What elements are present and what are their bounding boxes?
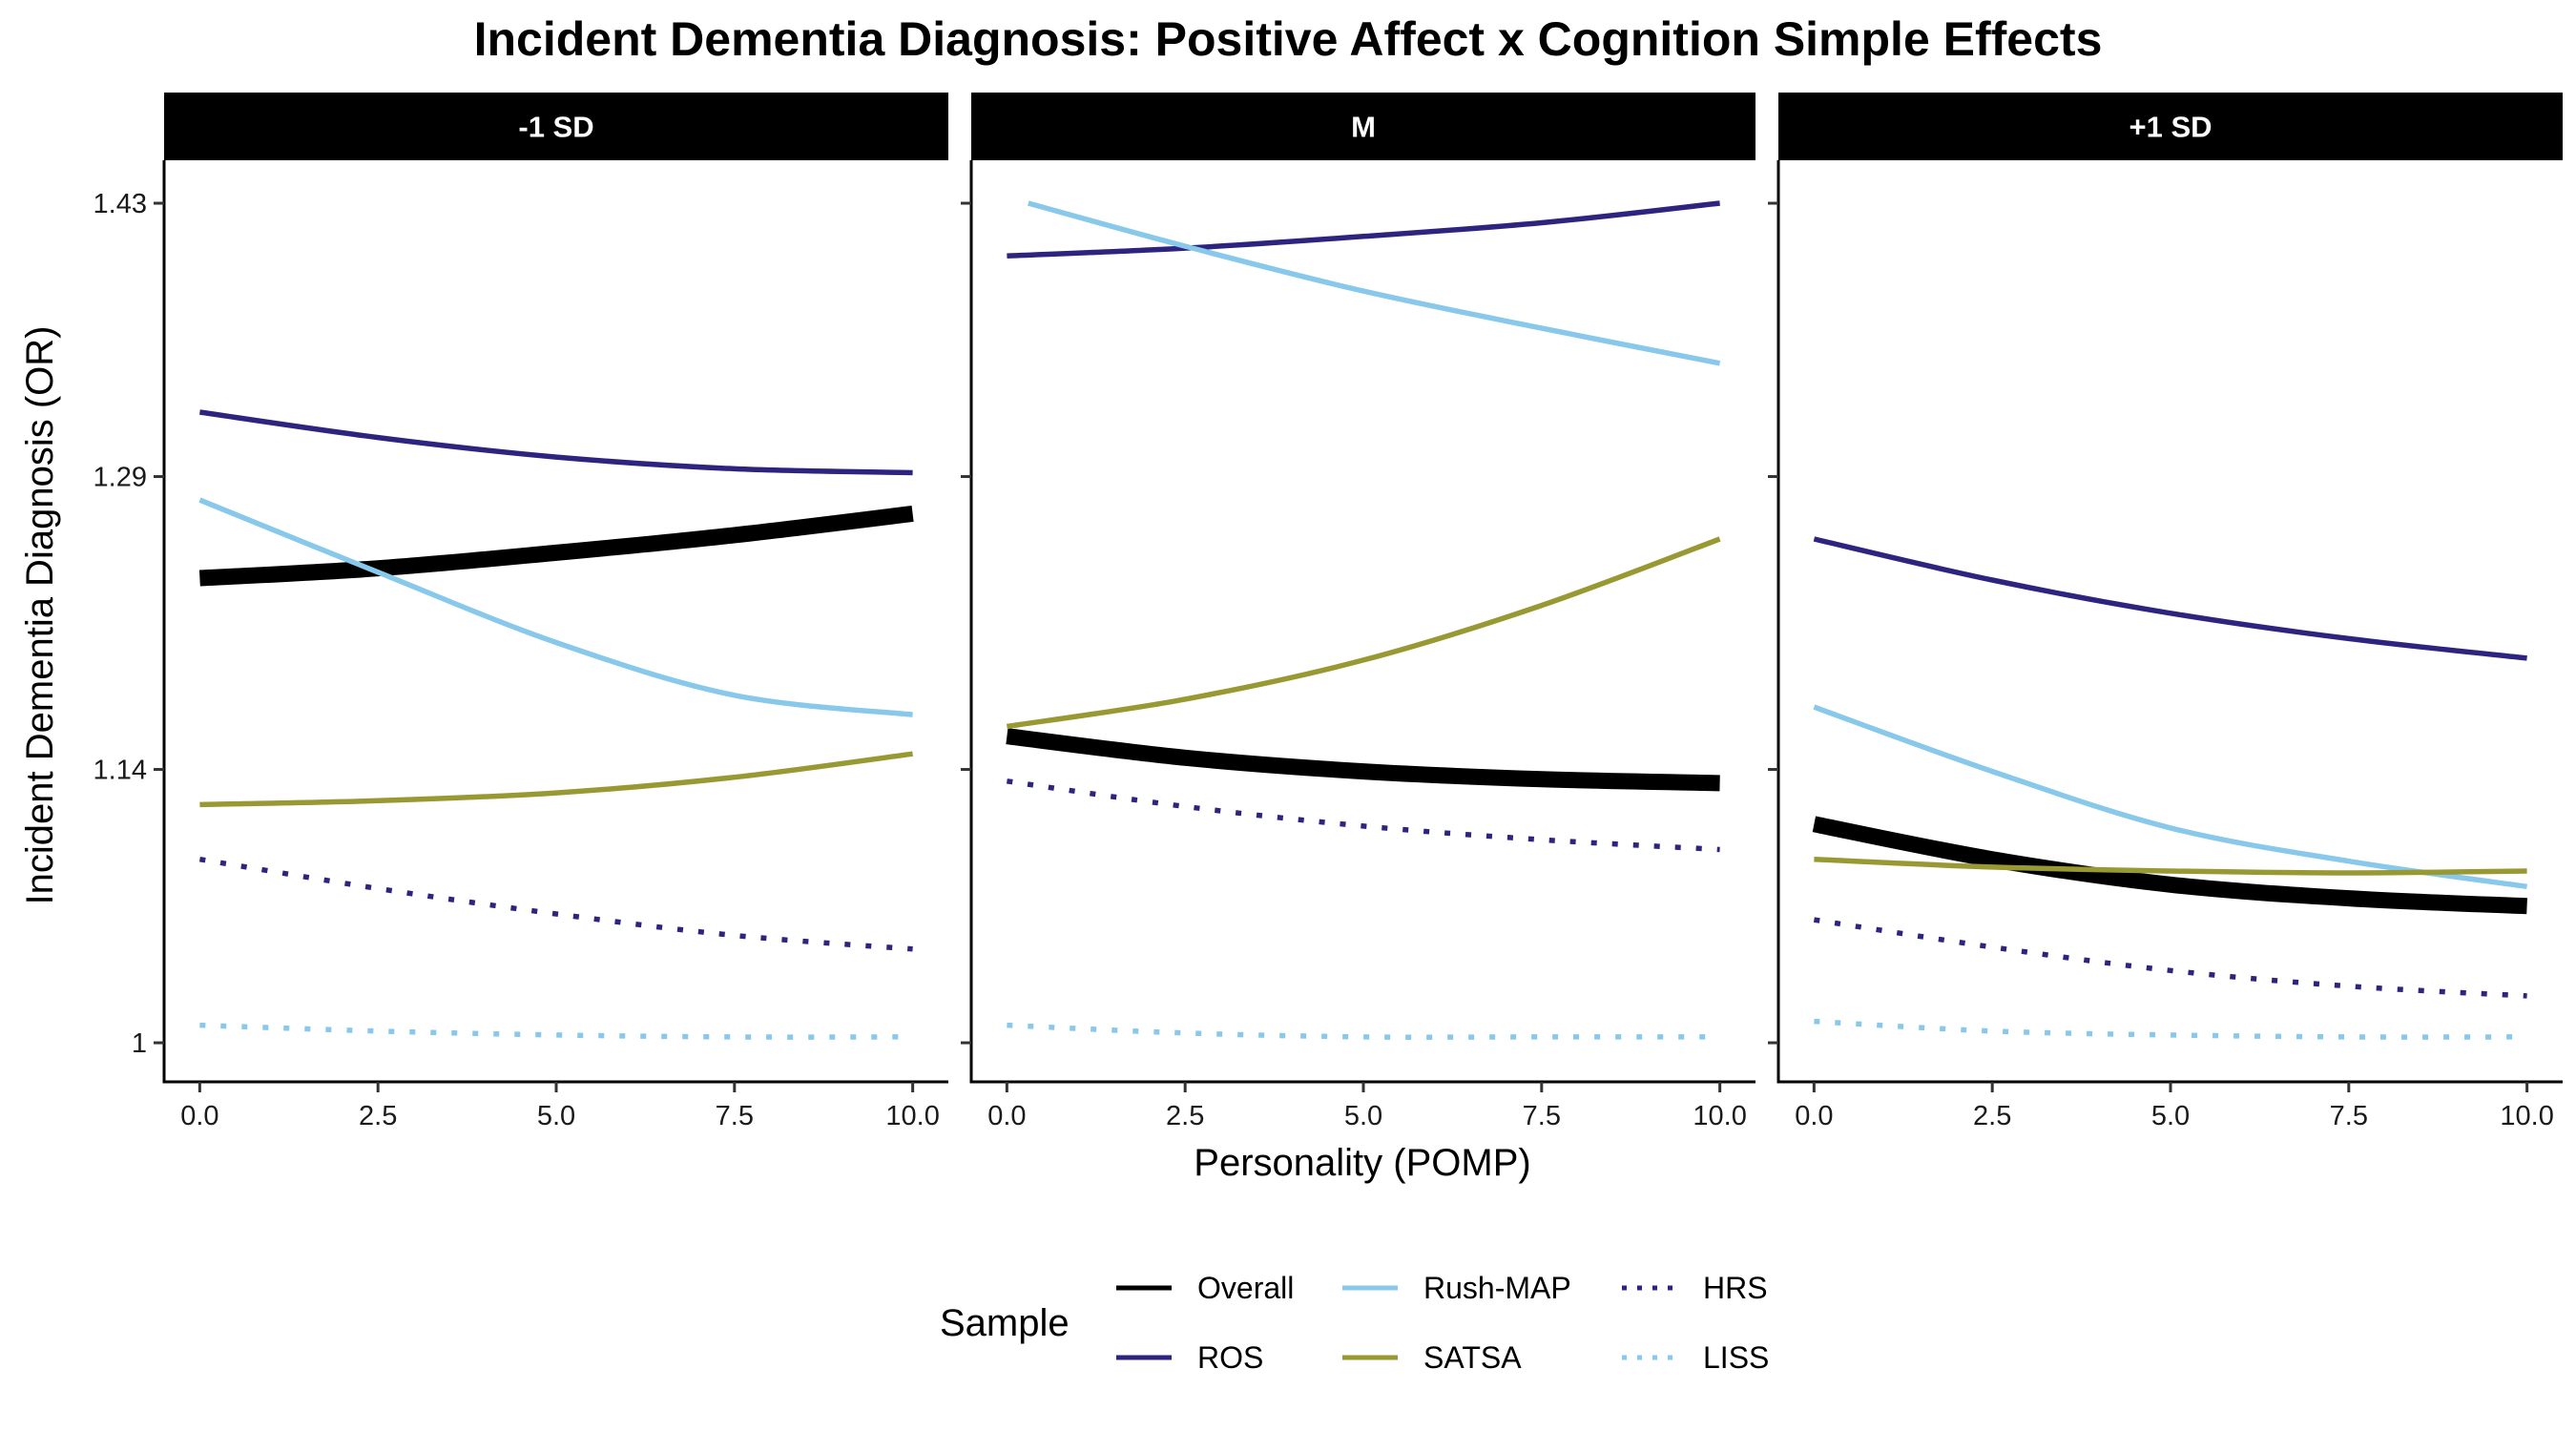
series-lines — [198, 409, 914, 1040]
x-axis-title: Personality (POMP) — [1194, 1142, 1530, 1184]
series-line-hrs — [1007, 778, 1720, 853]
x-tick-label: 10.0 — [1693, 1101, 1746, 1131]
series-line-satsa — [1006, 536, 1721, 730]
y-tick-label: 1 — [132, 1028, 147, 1059]
legend-label: HRS — [1703, 1271, 1768, 1305]
series-line-rush-map — [1028, 200, 1721, 366]
x-tick-label: 2.5 — [1166, 1101, 1204, 1131]
facet-strip-label: M — [1351, 111, 1376, 144]
x-tick-label: 7.5 — [2330, 1101, 2368, 1131]
facet-strip — [164, 93, 948, 160]
series-line-liss — [1814, 1018, 2527, 1040]
y-tick-label: 1.43 — [93, 189, 147, 219]
series-line-liss — [1007, 1022, 1720, 1040]
panel-1-sd: -1 SD 1 1.14 1.29 1.43 0.0 2.5 5.0 7.5 10.0 — [93, 93, 948, 1131]
series-line-ros — [1007, 200, 1720, 259]
series-line-hrs — [198, 856, 913, 952]
panel-1-sd: +1 SD 0.0 2.5 5.0 7.5 10.0 — [1768, 93, 2563, 1131]
legend-item-overall: Overall — [1116, 1271, 1294, 1305]
y-tick-label: 1.29 — [93, 463, 147, 493]
series-line-ros — [199, 409, 913, 476]
series-line-rush-map — [198, 497, 913, 717]
series-lines — [1812, 536, 2527, 1040]
series-line-rush-map — [1813, 704, 2527, 890]
series-line-ros — [1813, 536, 2527, 661]
x-tick-label: 7.5 — [1523, 1101, 1561, 1131]
facet-strip-label: -1 SD — [518, 111, 593, 144]
x-tick-label: 2.5 — [359, 1101, 397, 1131]
legend-item-ros: ROS — [1116, 1340, 1263, 1375]
x-tick-label: 0.0 — [1795, 1101, 1833, 1131]
legend-label: Rush-MAP — [1423, 1271, 1571, 1305]
facet-strip — [971, 93, 1755, 160]
x-tick-label: 5.0 — [1344, 1101, 1382, 1131]
legend-item-rush-map: Rush-MAP — [1342, 1271, 1571, 1305]
x-tick-label: 10.0 — [2500, 1101, 2553, 1131]
x-tick-label: 0.0 — [180, 1101, 218, 1131]
series-line-overall — [198, 505, 914, 587]
legend-item-liss: LISS — [1622, 1340, 1769, 1375]
series-line-satsa — [199, 751, 913, 808]
x-tick-label: 10.0 — [885, 1101, 939, 1131]
legend: Sample Overall ROS Rush-MAP SATSA HRS LISS — [940, 1271, 1769, 1375]
y-axis-title: Incident Dementia Diagnosis (OR) — [19, 326, 61, 905]
panel-m: M 0.0 2.5 5.0 7.5 10.0 — [961, 93, 1755, 1131]
chart-title: Incident Dementia Diagnosis: Positive Af… — [474, 12, 2103, 66]
legend-item-hrs: HRS — [1622, 1271, 1768, 1305]
legend-label: ROS — [1197, 1340, 1263, 1375]
facet-panels: -1 SD 1 1.14 1.29 1.43 0.0 2.5 5.0 7.5 10.0 M 0.0 2.… — [93, 93, 2563, 1131]
series-line-liss — [199, 1022, 913, 1040]
x-tick-label: 5.0 — [2151, 1101, 2190, 1131]
legend-label: SATSA — [1423, 1340, 1522, 1375]
legend-label: LISS — [1703, 1340, 1769, 1375]
x-tick-label: 7.5 — [716, 1101, 754, 1131]
x-tick-label: 0.0 — [987, 1101, 1026, 1131]
series-line-satsa — [1814, 856, 2527, 876]
legend-item-satsa: SATSA — [1342, 1340, 1522, 1375]
x-tick-label: 5.0 — [537, 1101, 575, 1131]
legend-label: Overall — [1197, 1271, 1294, 1305]
legend-title: Sample — [940, 1302, 1070, 1344]
series-line-hrs — [1813, 917, 2527, 999]
facet-strip-label: +1 SD — [2129, 111, 2212, 144]
series-line-overall — [1812, 816, 2527, 915]
facet-strip — [1778, 93, 2563, 160]
series-lines — [1006, 200, 1721, 1040]
x-tick-label: 2.5 — [1973, 1101, 2011, 1131]
series-line-overall — [1006, 728, 1720, 792]
y-tick-label: 1.14 — [93, 756, 147, 786]
